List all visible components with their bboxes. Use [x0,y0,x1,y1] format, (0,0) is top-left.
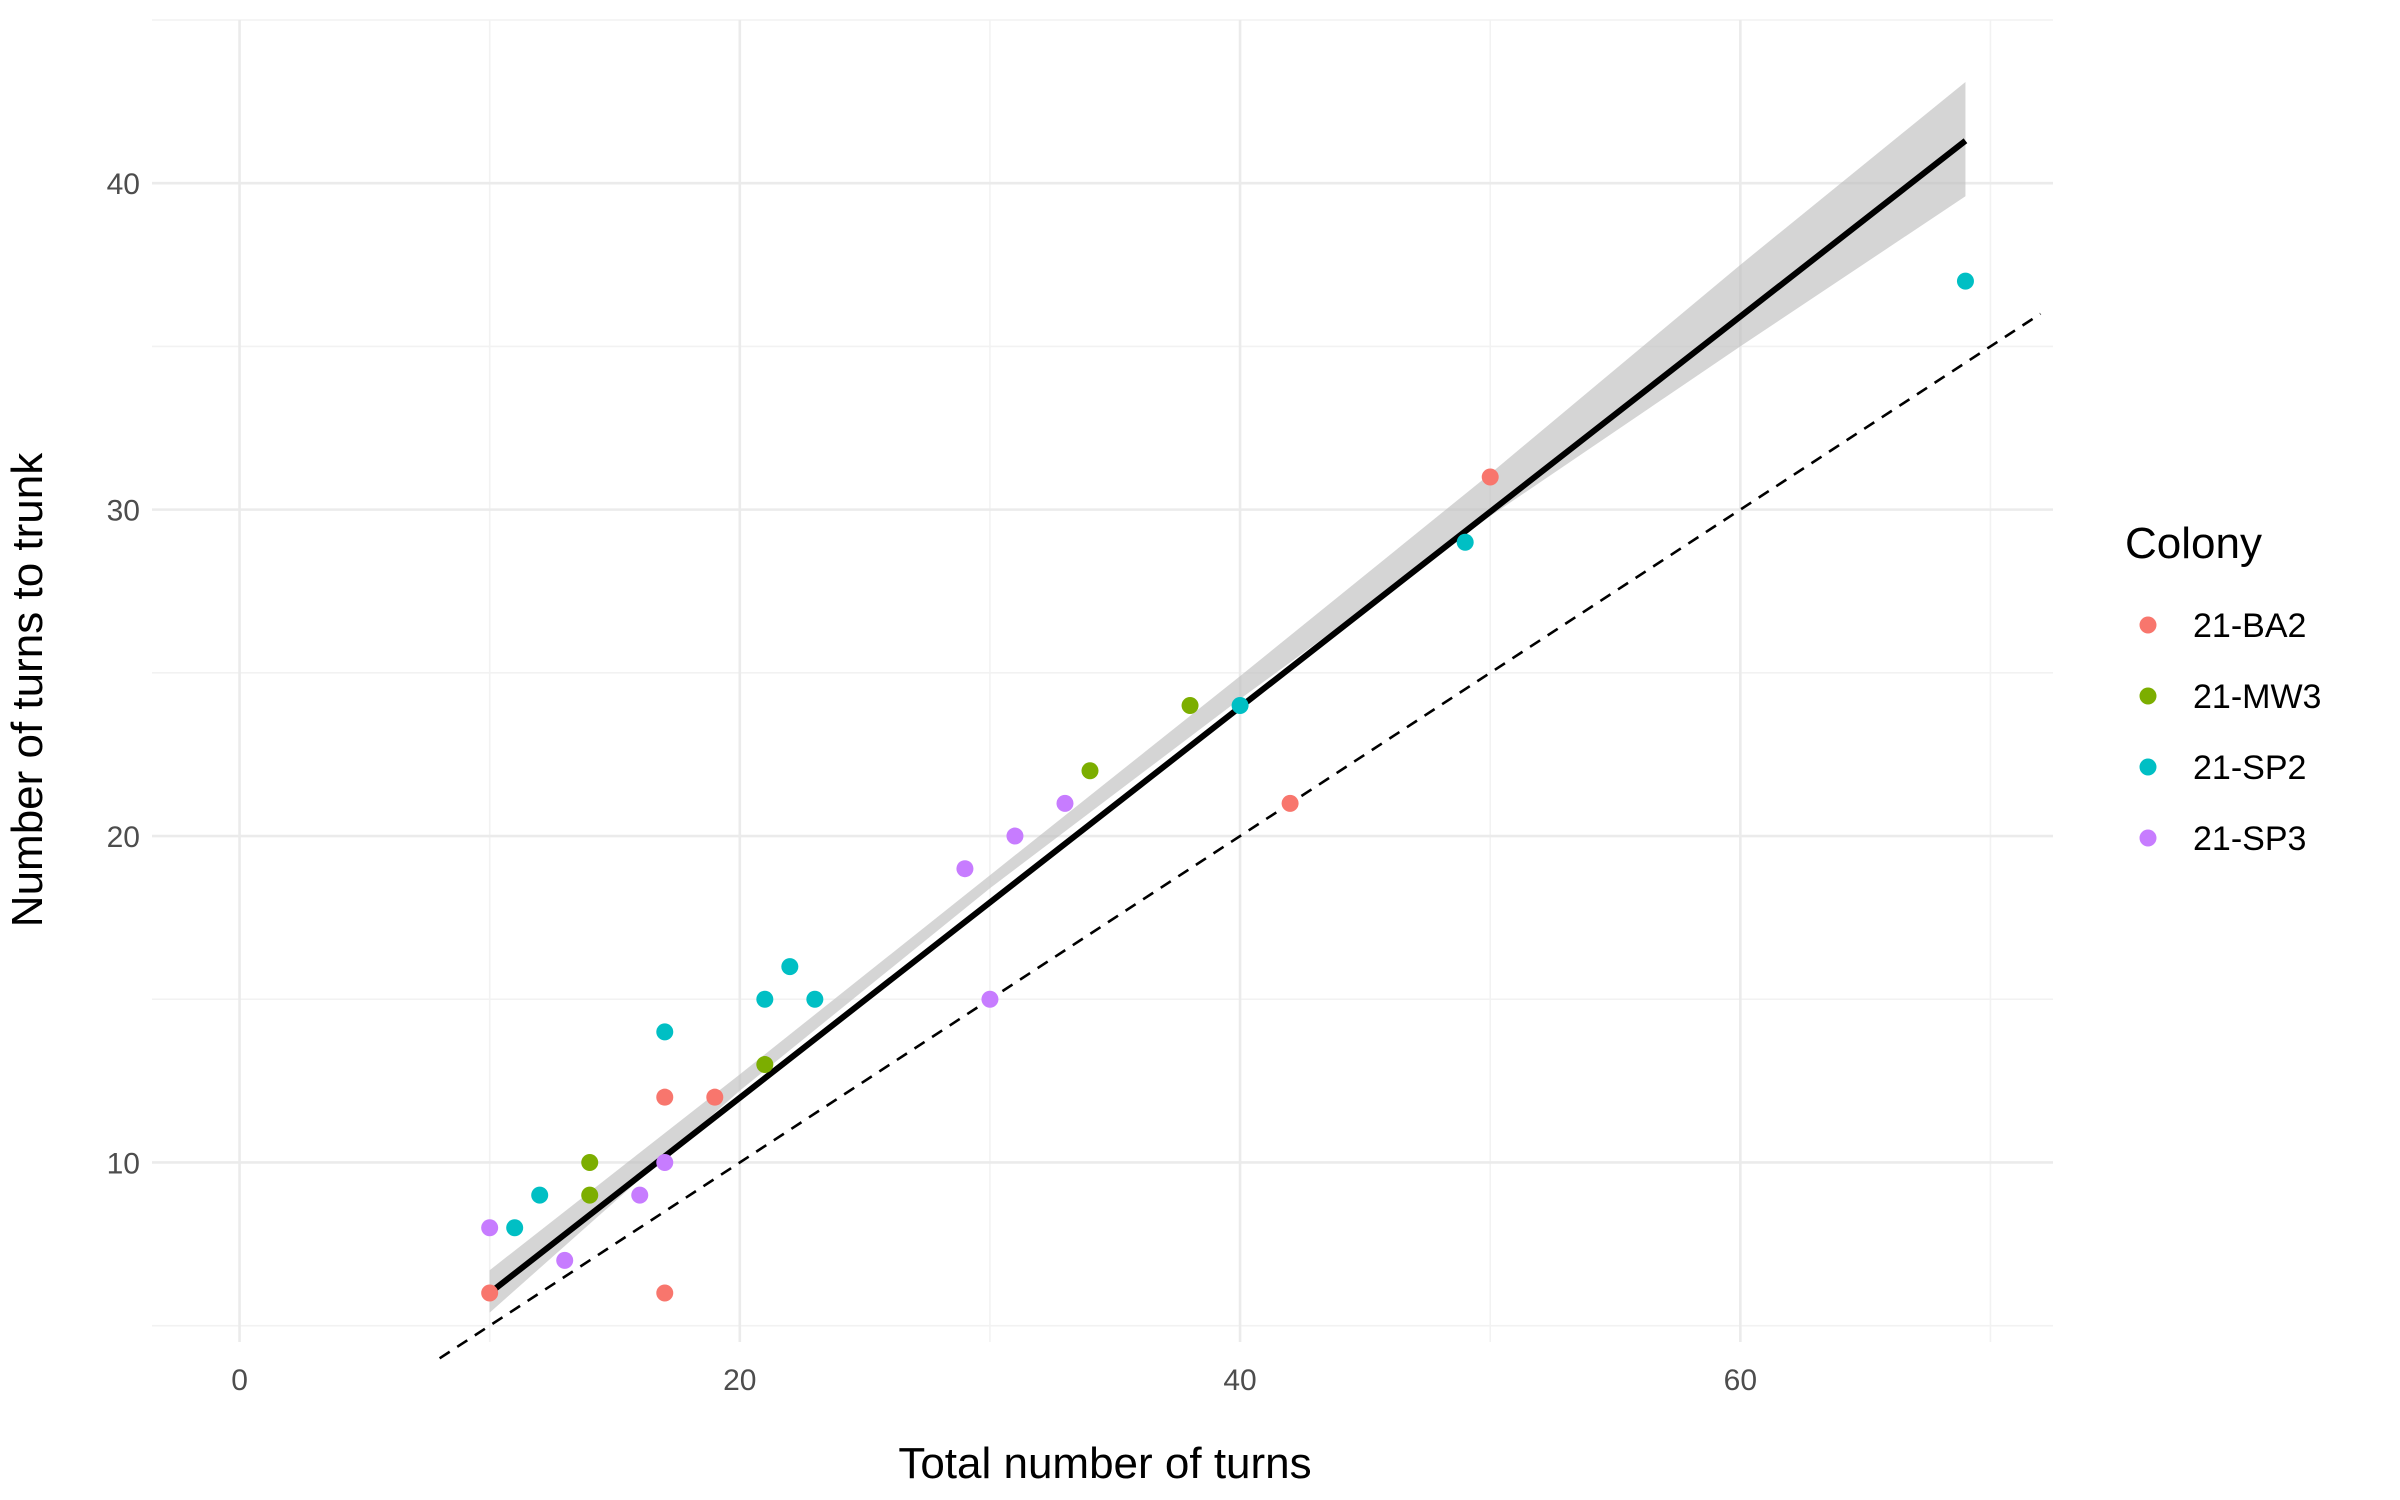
legend-label: 21-SP2 [2193,749,2306,787]
confidence-band-layer [489,82,1966,1313]
y-tick-label: 10 [107,1147,140,1180]
legend-title: Colony [2125,519,2262,568]
y-tick-label: 30 [107,495,140,528]
data-point [631,1186,649,1204]
y-axis-title: Number of turns to trunk [3,452,52,927]
data-point [531,1186,549,1204]
y-tick-label: 40 [107,168,140,201]
x-tick-label: 20 [723,1364,756,1397]
data-point [756,1056,774,1074]
data-point [481,1284,499,1302]
data-point [656,1088,674,1106]
regression-line [487,138,1968,1296]
data-point [481,1219,499,1237]
data-point [956,860,974,878]
data-point [981,990,999,1008]
data-point [1181,696,1199,714]
legend-items: 21-BA2 21-MW3 21-SP2 21-SP3 [2139,607,2321,858]
data-point [756,990,774,1008]
x-tick-label: 0 [231,1364,248,1397]
y-tick-label: 20 [107,821,140,854]
data-point [1481,468,1499,486]
x-tick-label: 60 [1724,1364,1757,1397]
data-point [1056,794,1074,812]
data-point [781,958,799,976]
legend-label: 21-BA2 [2193,607,2306,645]
data-point [656,1023,674,1041]
legend-key [2139,758,2157,776]
tick-labels: 0 20 40 60 10 20 30 40 [107,168,1757,1397]
data-point [1956,272,1974,290]
line-layer [438,138,2042,1360]
data-point [1006,827,1024,845]
legend-key [2139,829,2157,847]
legend-label: 21-MW3 [2193,678,2321,716]
data-point [1281,794,1299,812]
reference-line [438,312,2042,1360]
legend: Colony 21-BA2 21-MW3 21-SP2 21-SP3 [2125,519,2321,858]
data-point [1081,762,1099,780]
data-point [1231,696,1249,714]
legend-key [2139,616,2157,634]
data-point [806,990,824,1008]
x-axis-title: Total number of turns [898,1439,1311,1488]
confidence-band [489,82,1966,1313]
data-point [1456,533,1474,551]
data-point [581,1186,599,1204]
data-point [706,1088,724,1106]
points-layer [481,272,1974,1302]
data-point [556,1251,574,1269]
legend-key [2139,687,2157,705]
data-point [506,1219,524,1237]
data-point [656,1153,674,1171]
x-tick-label: 40 [1223,1364,1256,1397]
legend-label: 21-SP3 [2193,820,2306,858]
data-point [656,1284,674,1302]
grid [152,19,2053,1342]
data-point [581,1153,599,1171]
